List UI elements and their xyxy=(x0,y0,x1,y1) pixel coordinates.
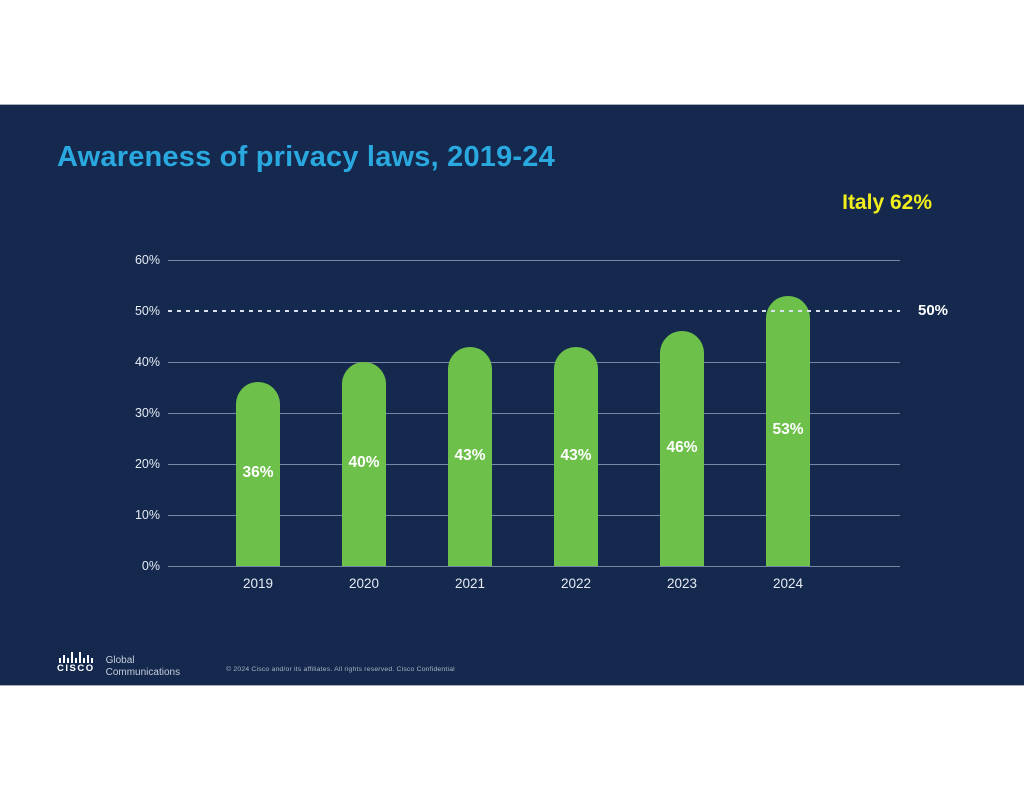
gridline xyxy=(168,515,900,516)
y-axis-tick-label: 60% xyxy=(134,253,160,267)
footer: cisco Global Communications © 2024 Cisco… xyxy=(57,652,455,678)
bar-value-label: 53% xyxy=(772,421,804,438)
cisco-logo-text: cisco xyxy=(57,663,95,674)
y-axis-tick-label: 50% xyxy=(134,304,160,318)
bar-2023: 46% xyxy=(660,331,704,566)
copyright-text: © 2024 Cisco and/or its affiliates. All … xyxy=(226,666,455,673)
bar-value-label: 36% xyxy=(242,464,274,481)
page-title: Awareness of privacy laws, 2019-24 xyxy=(57,141,555,173)
x-axis-label-2024: 2024 xyxy=(772,576,804,591)
x-axis-label-2022: 2022 xyxy=(560,576,592,591)
x-axis-label-2019: 2019 xyxy=(242,576,274,591)
bar-chart: 0% 10% 20% 30% 40% 50% 60% 36% 2019 40% 2020 43% 20… xyxy=(0,105,1024,687)
gridline xyxy=(168,464,900,465)
bar-2020: 40% xyxy=(342,362,386,566)
gridline xyxy=(168,362,900,363)
org-line-1: Global xyxy=(105,655,135,666)
slide-canvas: Awareness of privacy laws, 2019-24 Italy… xyxy=(0,104,1024,686)
bar-2019: 36% xyxy=(236,382,280,566)
y-axis-tick-label: 30% xyxy=(134,406,160,420)
bar-value-label: 40% xyxy=(348,454,380,471)
x-axis-label-2023: 2023 xyxy=(666,576,698,591)
gridline xyxy=(168,413,900,414)
x-axis-label-2020: 2020 xyxy=(348,576,380,591)
y-axis-tick-label: 0% xyxy=(141,559,160,573)
reference-line-label: 50% xyxy=(918,302,949,319)
italy-annotation: Italy 62% xyxy=(842,191,932,214)
y-axis-tick-label: 40% xyxy=(134,355,160,369)
org-line-2: Communications xyxy=(105,666,181,678)
cisco-logo-icon xyxy=(58,652,93,663)
bar-value-label: 46% xyxy=(666,439,698,456)
cisco-logo: cisco xyxy=(57,652,95,674)
bar-value-label: 43% xyxy=(560,447,592,464)
gridline xyxy=(168,566,900,567)
bar-2022: 43% xyxy=(554,347,598,566)
org-name: Global Communications xyxy=(106,655,180,678)
bar-value-label: 43% xyxy=(454,447,486,464)
x-axis-label-2021: 2021 xyxy=(454,576,486,591)
bar-2024: 53% xyxy=(766,296,810,566)
bar-2021: 43% xyxy=(448,347,492,566)
reference-dotted-line xyxy=(168,310,900,312)
gridline xyxy=(168,260,900,261)
y-axis-tick-label: 10% xyxy=(134,508,160,522)
y-axis-tick-label: 20% xyxy=(134,457,160,471)
